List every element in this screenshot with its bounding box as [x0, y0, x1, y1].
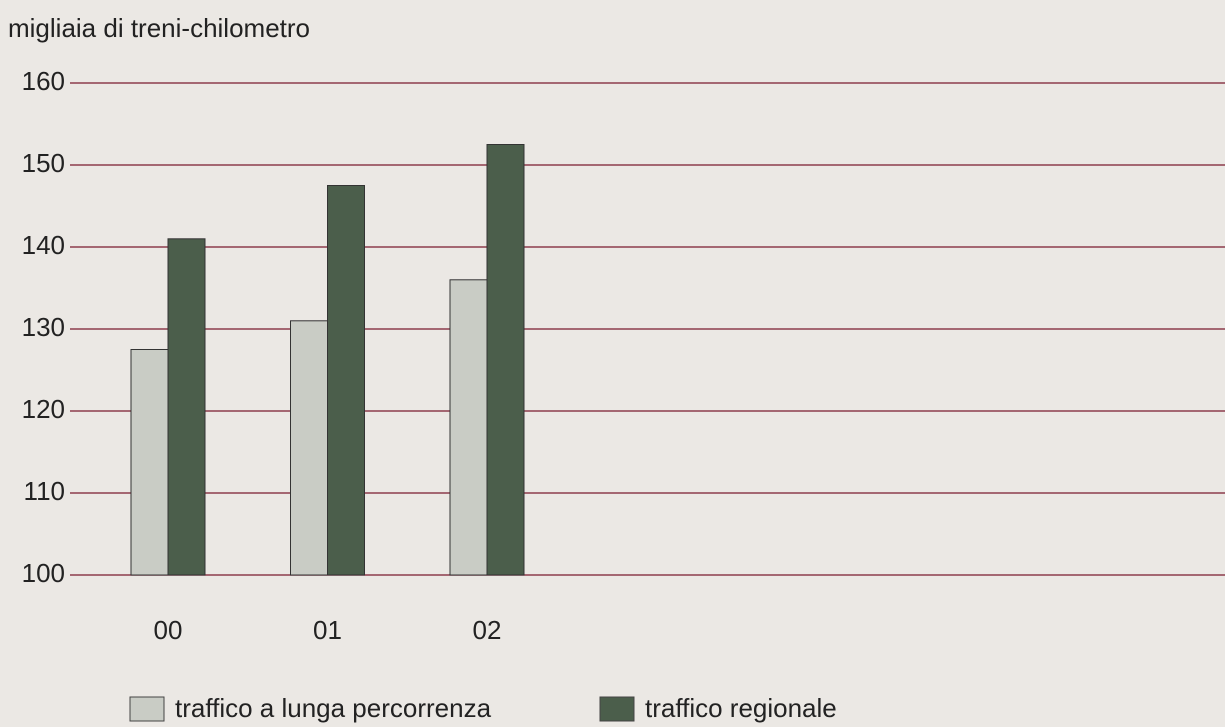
bar [130, 349, 169, 576]
legend-label: traffico a lunga percorrenza [175, 693, 492, 723]
y-tick-label: 110 [24, 476, 65, 506]
bar [486, 144, 525, 576]
y-tick-label: 150 [22, 148, 65, 178]
bar [449, 279, 488, 576]
bar [290, 320, 328, 576]
legend-swatch [129, 696, 165, 722]
bar [327, 185, 365, 576]
y-tick-label: 140 [22, 230, 65, 260]
x-tick-label: 02 [473, 615, 502, 645]
x-tick-label: 00 [154, 615, 183, 645]
axis-title: migliaia di treni-chilometro [8, 13, 310, 43]
legend-swatch [599, 696, 635, 722]
y-tick-label: 160 [22, 66, 65, 96]
y-tick-label: 100 [22, 558, 65, 588]
y-tick-label: 120 [22, 394, 65, 424]
x-tick-label: 01 [313, 615, 342, 645]
bar [167, 238, 206, 576]
legend-label: traffico regionale [645, 693, 837, 723]
y-tick-label: 130 [22, 312, 65, 342]
